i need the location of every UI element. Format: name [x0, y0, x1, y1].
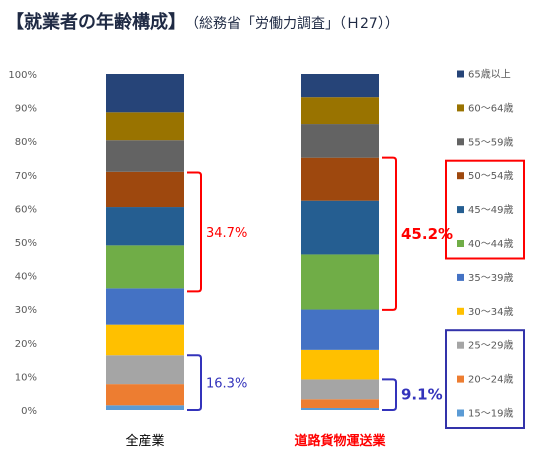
bar-segment [106, 324, 184, 356]
legend-swatch [457, 104, 464, 112]
y-tick-label: 20% [15, 339, 37, 350]
legend-swatch [457, 206, 464, 214]
chart-title-block: 【就業者の年齢構成】 （総務省「労働力調査」（Ｈ27）） [6, 8, 399, 34]
legend-label: 20～24歳 [468, 374, 513, 386]
bar-segment [106, 288, 184, 325]
legend-swatch [457, 375, 464, 383]
bar-segment [301, 254, 379, 310]
chart-subtitle: （総務省「労働力調査」（Ｈ27）） [192, 16, 399, 32]
category-label: 全産業 [125, 433, 164, 449]
chart-title: 【就業者の年齢構成】 [6, 12, 186, 33]
legend-label: 55～59歳 [468, 136, 513, 148]
bar-segment [301, 157, 379, 201]
bar-segment [301, 349, 379, 380]
y-tick-label: 60% [15, 204, 37, 215]
y-tick-label: 0% [21, 406, 37, 417]
legend-label: 15～19歳 [468, 408, 513, 420]
bar-segment [301, 124, 379, 158]
category-label: 道路貨物運送業 [294, 433, 386, 449]
y-tick-label: 80% [15, 137, 37, 148]
y-tick-label: 100% [8, 70, 37, 81]
bar-segment [106, 355, 184, 385]
bar-segment [301, 74, 379, 98]
annotation-label: 9.1% [401, 386, 443, 404]
bar-segment [106, 112, 184, 141]
bar-segment [301, 407, 379, 410]
bar-segment [106, 405, 184, 410]
bar-segment [301, 399, 379, 408]
bracket [187, 171, 202, 293]
legend-label: 50～54歳 [468, 170, 513, 182]
legend-swatch [457, 307, 464, 315]
legend-swatch [457, 341, 464, 349]
y-tick-label: 30% [15, 305, 37, 316]
legend-group-box [445, 329, 525, 430]
legend-swatch [457, 138, 464, 146]
legend-label: 65歳以上 [468, 69, 511, 81]
legend-swatch [457, 273, 464, 281]
bar-segment [106, 171, 184, 208]
bar-segment [301, 97, 379, 125]
legend-swatch [457, 70, 464, 78]
legend-group-box [445, 159, 525, 260]
y-tick-label: 90% [15, 104, 37, 115]
y-tick-label: 10% [15, 372, 37, 383]
y-tick-label: 70% [15, 171, 37, 182]
legend-label: 25～29歳 [468, 340, 513, 352]
annotation-label: 16.3% [206, 377, 247, 392]
legend-label: 30～34歳 [468, 306, 513, 318]
bar-segment [106, 74, 184, 113]
legend-swatch [457, 172, 464, 180]
y-tick-label: 40% [15, 272, 37, 283]
bracket [187, 354, 202, 411]
legend-label: 60～64歳 [468, 102, 513, 114]
legend-label: 35～39歳 [468, 272, 513, 284]
bar-segment [106, 245, 184, 289]
annotation-label: 45.2% [401, 225, 453, 243]
bar-segment [301, 200, 379, 255]
bracket [382, 156, 397, 311]
bar-segment [301, 309, 379, 350]
legend-swatch [457, 409, 464, 417]
annotation-label: 34.7% [206, 226, 247, 241]
legend-swatch [457, 240, 464, 247]
bracket [382, 378, 397, 411]
bar-segment [106, 140, 184, 172]
bar-segment [301, 379, 379, 400]
bar-segment [106, 207, 184, 246]
bar-segment [106, 384, 184, 406]
legend-label: 45～49歳 [468, 204, 513, 216]
y-tick-label: 50% [15, 238, 37, 249]
legend-label: 40～44歳 [468, 238, 513, 250]
